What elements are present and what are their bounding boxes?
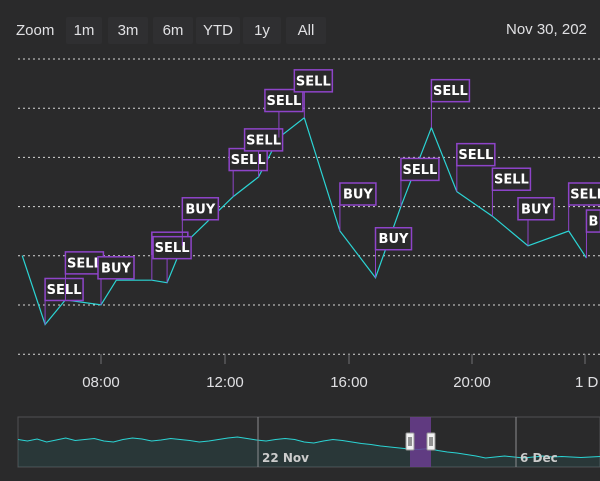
flag-box — [517, 197, 555, 221]
flag-box — [152, 235, 192, 260]
flag-box — [97, 256, 135, 280]
range-button-all[interactable]: All — [286, 17, 326, 44]
flag-label: SELL — [246, 133, 281, 148]
flag-sell[interactable]: SELL — [228, 147, 268, 197]
navigator-handle[interactable] — [426, 432, 436, 451]
navigator-label: 6 Dec — [520, 451, 558, 465]
x-tick-label: 20:00 — [453, 374, 491, 391]
flag-box — [400, 157, 440, 182]
x-axis: 08:00 12:00 16:00 20:00 1 D — [82, 354, 599, 391]
flag-buy[interactable]: BUY — [97, 256, 135, 305]
flag-sell[interactable]: SELL — [243, 128, 284, 177]
flag-label: SELL — [570, 188, 600, 203]
navigator-area — [18, 437, 600, 467]
navigator-label: 22 Nov — [262, 451, 309, 465]
flag-box — [585, 209, 600, 233]
flag-sell[interactable]: SELL — [491, 167, 532, 217]
flag-label: BUY — [185, 202, 215, 217]
flag-box — [243, 128, 284, 152]
flag-box — [567, 182, 600, 206]
flag-label: SELL — [231, 153, 266, 168]
flag-sell[interactable]: SELL — [44, 277, 84, 325]
x-tick-label: 16:00 — [330, 374, 368, 391]
handle-body — [405, 432, 415, 451]
flag-box — [264, 88, 304, 113]
flag-label: SELL — [494, 173, 529, 188]
flag-sell[interactable]: SELL — [152, 235, 192, 283]
flag-label: SELL — [267, 94, 302, 109]
series-line — [21, 116, 588, 326]
navigator-mask[interactable] — [410, 417, 431, 467]
flag-label: SELL — [433, 84, 468, 99]
flag-label: SELL — [155, 241, 190, 256]
flag-buy[interactable]: BUY — [339, 182, 377, 231]
range-button-ytd[interactable]: YTD — [196, 17, 240, 44]
flag-label: B — [588, 215, 598, 230]
flag-sell[interactable]: SELL — [264, 88, 304, 138]
flag-label: BUY — [343, 188, 373, 203]
flag-buy[interactable]: BUY — [181, 197, 220, 246]
flag-box — [374, 226, 413, 251]
x-tick-label: 12:00 — [206, 374, 244, 391]
flag-label: BUY — [379, 232, 409, 247]
flag-label: BUY — [521, 202, 551, 217]
flag-box — [44, 277, 84, 302]
flag-label: SELL — [296, 74, 331, 89]
range-button-6m[interactable]: 6m — [153, 17, 193, 44]
flag-box — [339, 182, 377, 206]
flag-series: SELLSELLBUYBUYSELLBUYSELLSELLSELLSELLBUY… — [44, 69, 600, 325]
flag-box — [456, 142, 496, 167]
flag-b[interactable]: B — [585, 209, 600, 259]
flag-box — [181, 197, 220, 221]
flag-label: SELL — [403, 163, 438, 178]
navigator-series — [17, 436, 600, 459]
handle-body — [426, 432, 436, 451]
navigator[interactable]: 22 Nov 6 Dec — [17, 416, 600, 468]
flag-box — [430, 78, 471, 103]
range-button-1m[interactable]: 1m — [66, 17, 102, 44]
flag-sell[interactable]: SELL — [400, 157, 440, 207]
range-button-3m[interactable]: 3m — [108, 17, 148, 44]
zoom-label: Zoom — [16, 22, 55, 39]
navigator-handle[interactable] — [405, 432, 415, 451]
grid-lines — [18, 58, 600, 355]
date-range-readout: Nov 30, 202 — [506, 21, 587, 38]
x-tick-label: 08:00 — [82, 374, 120, 391]
flag-sell[interactable]: SELL — [567, 182, 600, 231]
x-tick-label: 1 D — [575, 374, 599, 391]
flag-sell[interactable]: SELL — [293, 69, 334, 118]
flag-label: SELL — [47, 283, 82, 298]
flag-box — [293, 69, 334, 93]
range-selector: Zoom 1m 3m 6m YTD 1y All Nov 30, 202 — [0, 0, 600, 60]
flag-box — [491, 167, 532, 191]
plot-area — [21, 116, 588, 326]
flag-sell[interactable]: SELL — [430, 78, 471, 128]
flag-label: SELL — [67, 256, 102, 271]
flag-buy[interactable]: BUY — [517, 197, 555, 246]
flag-label: SELL — [458, 148, 493, 163]
flag-sell[interactable]: SELL — [456, 142, 496, 192]
flag-label: BUY — [101, 261, 131, 276]
range-button-1y[interactable]: 1y — [243, 17, 281, 44]
flag-buy[interactable]: BUY — [374, 226, 413, 278]
